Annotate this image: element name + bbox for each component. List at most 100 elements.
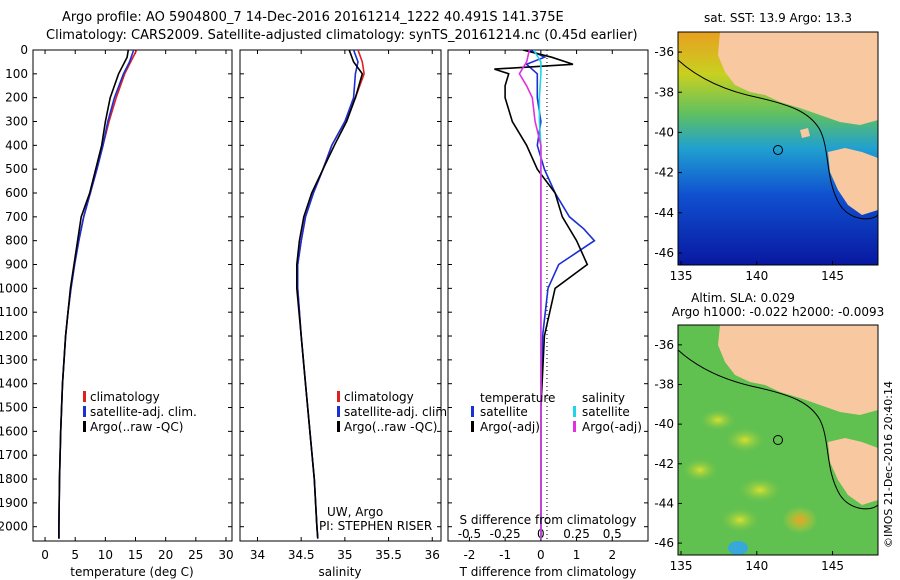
sla-blob [736,476,784,504]
depth-tick-label: 400 [5,138,28,152]
top-x-tick-label: -0.5 [458,527,481,541]
map-lat-tick-label: -44 [654,206,674,220]
legend-swatch-satellite [337,406,340,417]
map-lat-tick-label: -44 [654,496,674,510]
map-lat-tick-label: -46 [654,536,674,550]
legend-swatch-argo [83,421,86,432]
depth-axis: 0 100 200 300 400 500 600 700 800 900 1000 1100 1200… [0,43,232,534]
x-tick-label: 10 [98,548,113,562]
temperature-x-axis: 0 5 10 15 20 25 30 [41,50,234,562]
x-tick-label: -1 [499,548,511,562]
sla-map: Altim. SLA: 0.029 Argo h1000: -0.022 h20… [654,291,884,573]
sla-blob [723,426,767,454]
legend-label-temp-argo: Argo(-adj) [480,420,540,434]
sla-blob [718,506,762,534]
sst-map-frame [677,31,879,266]
map-lat-tick-label: -38 [654,377,674,391]
series-line-argo-raw-qc- [295,50,364,539]
sla-map-title: Altim. SLA: 0.029 [691,291,795,305]
x-tick-label: -2 [463,548,475,562]
series-line-temperature-satellite [525,50,596,539]
temperature-legend: climatology satellite-adj. clim. Argo(..… [83,390,197,434]
depth-tick-label: 0 [20,43,28,57]
map-lon-tick-label: 145 [821,559,844,573]
legend-label-temp-satellite: satellite [480,405,528,419]
x-tick-label: 5 [71,548,79,562]
x-tick-label: 0 [41,548,49,562]
map-lat-tick-label: -40 [654,417,674,431]
salinity-annotation-pi: PI: STEPHEN RISER [319,519,432,533]
top-x-tick-label: -0.25 [490,527,521,541]
top-x-tick-label: 0.5 [603,527,622,541]
depth-tick-label: 200 [5,91,28,105]
x-tick-label: 0 [537,548,545,562]
series-line-salinity-argo-adj- [518,50,542,539]
x-tick-label: 34.5 [288,548,315,562]
map-lat-tick-label: -38 [654,85,674,99]
sst-map-title: sat. SST: 13.9 Argo: 13.3 [704,11,852,25]
x-tick-label: 36 [425,548,440,562]
difference-legend: temperature salinity satellite satellite… [471,391,642,434]
sla-map-land [718,325,878,415]
depth-tick-label: 500 [5,162,28,176]
map-lat-tick-label: -42 [654,166,674,180]
legend-swatch-argo [337,421,340,432]
sla-map-float-marker [773,435,783,445]
depth-tick-label: 1300 [0,353,28,367]
map-lat-tick-label: -42 [654,457,674,471]
depth-tick-label: 1100 [0,305,28,319]
series-line-temperature-argo-adj- [494,50,589,539]
series-line-argo-raw-qc- [58,50,130,539]
legend-swatch-temp-argo [471,421,474,432]
sla-low-spot [728,541,748,555]
legend-group-temperature: temperature [480,391,555,405]
difference-top-xlabel: S difference from climatology [460,513,637,527]
sla-map-frame [677,324,879,556]
depth-tick-label: 1000 [0,281,28,295]
depth-tick-label: 1600 [0,424,28,438]
legend-swatch-sal-satellite [573,406,576,417]
depth-tick-label: 1400 [0,377,28,391]
salinity-legend: climatology satellite-adj. clim. Argo(..… [337,390,451,434]
map-lon-tick-label: 135 [670,269,693,283]
sla-blob [680,457,720,483]
sla-hot-spot [782,506,818,534]
depth-tick-label: 700 [5,210,28,224]
sst-map-float-marker [773,145,783,155]
difference-panel: -2 -1 0 1 2-0.5 -0.25 0 0.25 0.5 temperature sal… [447,49,649,579]
legend-swatch-temp-satellite [471,406,474,417]
salinity-annotation-uw: UW, Argo [327,505,383,519]
sla-map-shelf-contour [677,349,879,510]
x-tick-label: 1 [573,548,581,562]
legend-label-satellite: satellite-adj. clim. [344,405,451,419]
map-lon-tick-label: 135 [670,559,693,573]
map-lat-tick-label: -40 [654,125,674,139]
depth-tick-label: 1200 [0,329,28,343]
map-lat-tick-label: -46 [654,246,674,260]
difference-profiles [494,50,596,539]
depth-tick-label: 1800 [0,472,28,486]
salinity-xlabel: salinity [318,565,361,579]
x-tick-label: 25 [188,548,203,562]
map-lon-tick-label: 140 [745,559,768,573]
depth-tick-label: 2000 [0,520,28,534]
x-tick-label: 35.5 [375,548,402,562]
legend-swatch-satellite [83,406,86,417]
temperature-xlabel: temperature (deg C) [70,565,193,579]
depth-tick-label: 300 [5,115,28,129]
imos-stamp: ©IMOS 21-Dec-2016 20:40:14 [882,381,895,548]
legend-label-argo: Argo(..raw -QC) [344,420,437,434]
legend-label-climatology: climatology [344,390,414,404]
legend-swatch-climatology [337,391,340,402]
map-lon-tick-label: 145 [821,269,844,283]
map-lon-tick-label: 140 [745,269,768,283]
temperature-frame [32,49,233,542]
sla-blob [698,408,738,432]
map-lat-tick-label: -36 [654,45,674,59]
legend-label-sal-satellite: satellite [582,405,630,419]
depth-tick-label: 1900 [0,496,28,510]
legend-swatch-sal-argo [573,421,576,432]
legend-label-climatology: climatology [90,390,160,404]
x-tick-label: 30 [218,548,233,562]
